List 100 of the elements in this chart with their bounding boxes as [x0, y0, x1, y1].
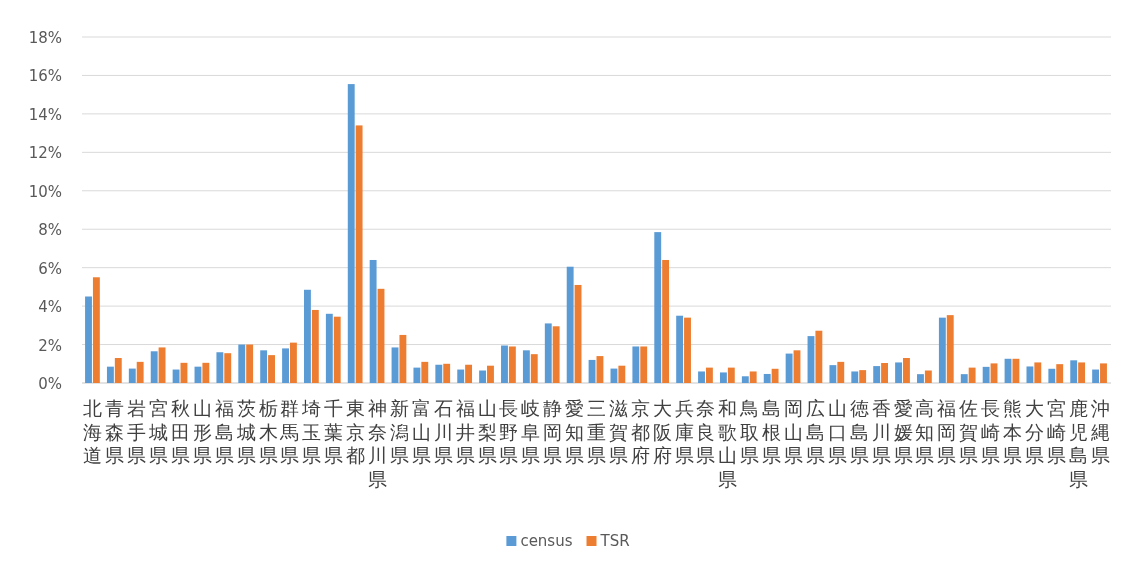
y-tick-label: 0% [38, 375, 62, 393]
x-tick-label: 北海道 [83, 397, 103, 466]
x-tick-label: 長崎県 [981, 397, 1001, 466]
bar [136, 361, 144, 383]
bar [508, 346, 516, 383]
bar [85, 296, 92, 383]
bar [457, 369, 465, 383]
bar [727, 367, 735, 383]
y-tick-label: 12% [28, 144, 62, 163]
bar [224, 353, 232, 383]
bar [851, 371, 859, 383]
y-tick-label: 10% [28, 182, 62, 201]
bar [128, 368, 136, 383]
x-tick-label: 三重県 [587, 397, 606, 466]
bar [435, 364, 443, 383]
bar [522, 350, 530, 383]
bar [106, 366, 114, 383]
y-tick-label: 4% [38, 298, 62, 317]
bar [705, 367, 713, 383]
bar [260, 350, 268, 383]
x-tick-label: 広島県 [805, 397, 825, 466]
x-tick-label: 香川県 [871, 397, 891, 466]
bar [881, 363, 888, 383]
x-tick-label: 福井県 [455, 397, 475, 466]
bar [369, 259, 377, 383]
x-tick-label: 栃木県 [258, 397, 278, 466]
bar [413, 367, 421, 383]
x-tick-label: 福島県 [214, 397, 234, 466]
bar [982, 366, 990, 383]
bar [917, 374, 924, 383]
bar [924, 370, 932, 383]
bar [1012, 358, 1020, 383]
bar [1026, 366, 1034, 383]
x-tick-label: 京都府 [630, 397, 650, 466]
bar [815, 330, 823, 383]
bar [785, 353, 793, 383]
bar [903, 358, 910, 383]
bar [968, 367, 976, 383]
bar [421, 361, 429, 383]
bar [1034, 362, 1042, 383]
bar [1056, 364, 1064, 383]
bar [465, 364, 473, 383]
bar [1070, 360, 1078, 383]
bar [238, 344, 246, 383]
bar [662, 259, 670, 383]
x-tick-label: 山口県 [827, 397, 847, 466]
legend-label: census [520, 532, 573, 550]
bar [588, 359, 596, 383]
bar [114, 358, 122, 383]
bar [150, 351, 158, 383]
y-tick-label: 16% [28, 67, 62, 86]
bar [479, 370, 487, 383]
bar [719, 372, 727, 383]
x-tick-label: 宮崎県 [1046, 397, 1066, 466]
bar [443, 363, 451, 383]
x-tick-label: 秋田県 [171, 397, 191, 466]
x-tick-label: 神奈川県 [368, 397, 388, 490]
x-tick-label: 兵庫県 [674, 397, 694, 466]
bar [684, 317, 691, 383]
bar [946, 315, 954, 383]
bar [487, 365, 494, 383]
bar [216, 352, 224, 383]
x-tick-label: 群馬県 [279, 397, 300, 466]
x-tick-label: 大阪府 [652, 397, 672, 466]
y-tick-label: 6% [38, 259, 62, 278]
bar [202, 362, 210, 383]
x-tick-label: 長野県 [499, 397, 519, 466]
x-tick-label: 滋賀県 [608, 397, 628, 466]
y-tick-label: 8% [38, 221, 62, 240]
bar [246, 344, 254, 383]
x-tick-label: 熊本県 [1002, 397, 1022, 466]
x-tick-label: 埼玉県 [301, 397, 322, 466]
x-tick-label: 愛媛県 [893, 397, 913, 466]
x-tick-label: 山形県 [192, 397, 212, 466]
x-tick-label: 茨城県 [235, 397, 256, 466]
bar [399, 334, 407, 383]
legend-label: TSR [599, 532, 630, 550]
x-tick-label: 和歌山県 [718, 397, 738, 490]
x-tick-label: 宮城県 [148, 397, 169, 466]
y-tick-label: 2% [38, 336, 62, 355]
bar [698, 371, 705, 383]
x-tick-label: 岡山県 [784, 397, 804, 466]
bar [289, 342, 297, 383]
x-tick-label: 岐阜県 [521, 397, 541, 466]
bar [1048, 368, 1056, 383]
x-tick-label: 石川県 [433, 397, 453, 466]
x-tick-label: 福岡県 [937, 397, 957, 466]
bar [676, 315, 684, 383]
bar [632, 346, 640, 383]
bar [530, 354, 538, 383]
bar [1092, 369, 1100, 383]
x-tick-label: 沖縄県 [1089, 397, 1110, 466]
x-tick-label: 徳島県 [849, 397, 869, 466]
x-tick-label: 高知県 [915, 397, 935, 466]
bar [873, 366, 881, 383]
bar [501, 345, 508, 383]
x-tick-label: 千葉県 [324, 397, 344, 466]
x-tick-label: 山梨県 [477, 397, 497, 466]
bar [355, 125, 363, 383]
y-tick-label: 18% [28, 29, 62, 47]
